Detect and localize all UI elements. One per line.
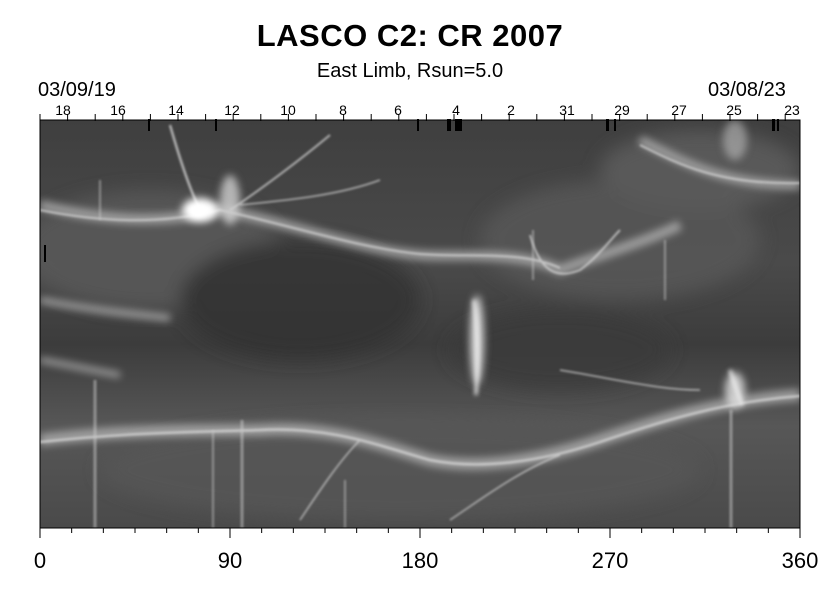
day-label: 18	[55, 102, 71, 118]
x-tick-label: 180	[401, 548, 439, 573]
day-label: 2	[507, 102, 515, 118]
day-label: 23	[784, 102, 800, 118]
day-label: 16	[110, 102, 126, 118]
x-tick-label: 270	[591, 548, 629, 573]
plot-subtitle: East Limb, Rsun=5.0	[316, 60, 504, 82]
day-label: 14	[168, 102, 184, 118]
plot-title: LASCO C2: CR 2007	[256, 18, 564, 53]
start-date-label: 03/09/19	[38, 79, 116, 101]
day-label: 6	[394, 102, 402, 118]
data-gap-markers	[148, 119, 779, 131]
x-tick-label: 0	[33, 548, 47, 573]
x-tick-label: 360	[781, 548, 819, 573]
day-label: 8	[339, 102, 347, 118]
end-date-label: 03/08/23	[708, 79, 786, 101]
x-tick-label: 90	[217, 548, 243, 573]
top-axis-ticks	[39, 114, 786, 121]
day-label: 12	[224, 102, 240, 118]
day-label: 10	[280, 102, 296, 118]
day-label: 31	[559, 102, 575, 118]
day-label: 4	[452, 102, 460, 118]
day-label: 29	[614, 102, 630, 118]
bottom-axis-ticks	[39, 528, 801, 538]
